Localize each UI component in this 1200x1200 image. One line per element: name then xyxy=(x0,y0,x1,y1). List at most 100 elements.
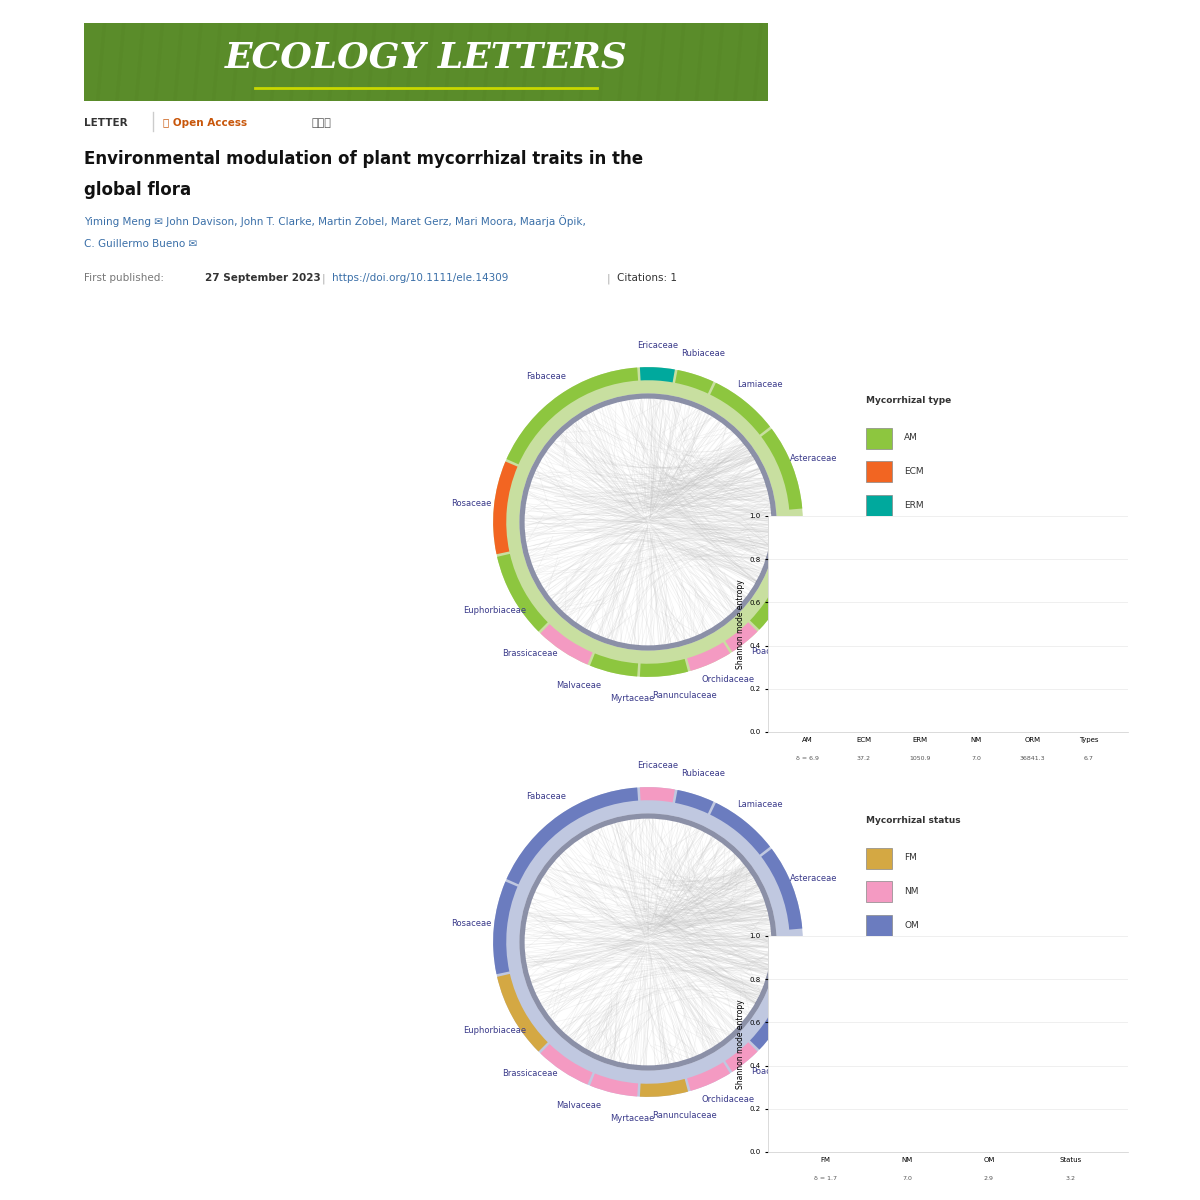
Text: Brassicaceae: Brassicaceae xyxy=(502,1069,557,1078)
Text: NM: NM xyxy=(905,887,919,896)
Wedge shape xyxy=(640,367,674,383)
Text: FM: FM xyxy=(905,853,917,863)
Text: 27 September 2023: 27 September 2023 xyxy=(205,274,322,283)
Text: 3.2: 3.2 xyxy=(1066,1176,1075,1181)
Wedge shape xyxy=(493,787,803,1097)
Text: Asteraceae: Asteraceae xyxy=(790,874,838,883)
Text: Malvaceae: Malvaceae xyxy=(557,1100,601,1110)
Wedge shape xyxy=(493,882,517,974)
Text: Mycorrhizal status: Mycorrhizal status xyxy=(866,816,961,826)
Text: Orchidaceae: Orchidaceae xyxy=(702,1096,755,1104)
Text: Poaceae: Poaceae xyxy=(751,647,786,656)
Bar xyxy=(866,914,892,936)
Wedge shape xyxy=(506,787,638,884)
Text: Lamiaceae: Lamiaceae xyxy=(737,379,782,389)
Wedge shape xyxy=(520,814,776,1070)
Text: |: | xyxy=(322,274,325,283)
Text: Myrtaceae: Myrtaceae xyxy=(611,1114,655,1123)
Text: First published:: First published: xyxy=(84,274,164,283)
Wedge shape xyxy=(776,532,803,588)
Wedge shape xyxy=(750,584,787,630)
Text: Ranunculaceae: Ranunculaceae xyxy=(653,691,718,700)
Text: OM: OM xyxy=(905,920,919,930)
Text: Cyperaceae: Cyperaceae xyxy=(768,619,818,628)
Wedge shape xyxy=(776,952,803,1008)
Text: Environmental modulation of plant mycorrhizal traits in the: Environmental modulation of plant mycorr… xyxy=(84,150,643,168)
Y-axis label: Shannon mode entropy: Shannon mode entropy xyxy=(736,580,745,668)
Bar xyxy=(866,562,892,583)
Text: NM: NM xyxy=(905,534,919,544)
Wedge shape xyxy=(540,624,593,665)
Text: Asteraceae: Asteraceae xyxy=(790,454,838,463)
Bar xyxy=(866,427,892,449)
Text: 2.9: 2.9 xyxy=(984,1176,994,1181)
Bar xyxy=(866,847,892,869)
Text: Mycorrhizal type: Mycorrhizal type xyxy=(866,396,952,404)
Wedge shape xyxy=(506,367,638,464)
Text: Rosaceae: Rosaceae xyxy=(451,499,492,508)
Wedge shape xyxy=(640,659,688,677)
Wedge shape xyxy=(640,787,674,803)
Text: Ranunculaceae: Ranunculaceae xyxy=(653,1111,718,1120)
Text: Euphorbiaceae: Euphorbiaceae xyxy=(463,1026,526,1036)
Text: LETTER: LETTER xyxy=(84,118,127,127)
Wedge shape xyxy=(688,1062,730,1091)
Text: 37.2: 37.2 xyxy=(857,756,871,761)
Text: global flora: global flora xyxy=(84,181,191,199)
Wedge shape xyxy=(640,1079,688,1097)
Text: Lamiaceae: Lamiaceae xyxy=(737,799,782,809)
Wedge shape xyxy=(761,848,803,930)
Bar xyxy=(866,881,892,902)
Bar xyxy=(866,528,892,550)
Wedge shape xyxy=(493,462,517,554)
Text: Yiming Meng ✉ John Davison, John T. Clarke, Martin Zobel, Maret Gerz, Mari Moora: Yiming Meng ✉ John Davison, John T. Clar… xyxy=(84,216,586,228)
Wedge shape xyxy=(688,642,730,671)
Text: 7.0: 7.0 xyxy=(971,756,982,761)
Text: Euphorbiaceae: Euphorbiaceae xyxy=(463,606,526,616)
Wedge shape xyxy=(676,370,714,394)
Text: 36841.3: 36841.3 xyxy=(1020,756,1045,761)
Text: C. Guillermo Bueno ✉: C. Guillermo Bueno ✉ xyxy=(84,239,197,248)
Wedge shape xyxy=(676,790,714,814)
Text: Rubiaceae: Rubiaceae xyxy=(680,349,725,358)
Wedge shape xyxy=(497,554,547,631)
Text: AM: AM xyxy=(905,433,918,443)
Text: Orchidaceae: Orchidaceae xyxy=(702,676,755,684)
Wedge shape xyxy=(761,428,803,510)
Wedge shape xyxy=(750,1004,787,1050)
Text: ⒸⓘⓈ: ⒸⓘⓈ xyxy=(311,118,331,127)
Text: Ericaceae: Ericaceae xyxy=(637,341,678,349)
Wedge shape xyxy=(725,1043,757,1072)
Wedge shape xyxy=(520,394,776,650)
Wedge shape xyxy=(710,383,770,434)
Text: Cyperaceae: Cyperaceae xyxy=(768,1039,818,1048)
Text: Ericaceae: Ericaceae xyxy=(637,761,678,769)
Text: Fabaceae: Fabaceae xyxy=(527,372,566,382)
Text: ECM: ECM xyxy=(905,467,924,476)
Wedge shape xyxy=(540,1044,593,1085)
Text: δ = 6.9: δ = 6.9 xyxy=(796,756,818,761)
Text: Pinaceae: Pinaceae xyxy=(798,572,835,581)
Wedge shape xyxy=(710,803,770,854)
Text: Brassicaceae: Brassicaceae xyxy=(502,649,557,658)
Text: Citations: 1: Citations: 1 xyxy=(617,274,677,283)
Wedge shape xyxy=(497,974,547,1051)
Text: https://doi.org/10.1111/ele.14309: https://doi.org/10.1111/ele.14309 xyxy=(332,274,509,283)
Bar xyxy=(866,494,892,516)
Text: Rosaceae: Rosaceae xyxy=(451,919,492,928)
Text: Fabaceae: Fabaceae xyxy=(527,792,566,802)
Text: 6.7: 6.7 xyxy=(1084,756,1093,761)
Text: 🔒 Open Access: 🔒 Open Access xyxy=(163,118,247,127)
Wedge shape xyxy=(590,654,638,677)
Text: Rubiaceae: Rubiaceae xyxy=(680,769,725,778)
Text: Myrtaceae: Myrtaceae xyxy=(611,694,655,703)
Text: 1050.9: 1050.9 xyxy=(910,756,931,761)
Wedge shape xyxy=(590,1074,638,1097)
Text: δ = 1.7: δ = 1.7 xyxy=(814,1176,836,1181)
Wedge shape xyxy=(493,367,803,677)
Text: ECOLOGY LETTERS: ECOLOGY LETTERS xyxy=(224,40,628,74)
Text: Pinaceae: Pinaceae xyxy=(798,992,835,1001)
Y-axis label: Shannon mode entropy: Shannon mode entropy xyxy=(736,1000,745,1088)
Bar xyxy=(866,461,892,482)
Wedge shape xyxy=(725,623,757,652)
